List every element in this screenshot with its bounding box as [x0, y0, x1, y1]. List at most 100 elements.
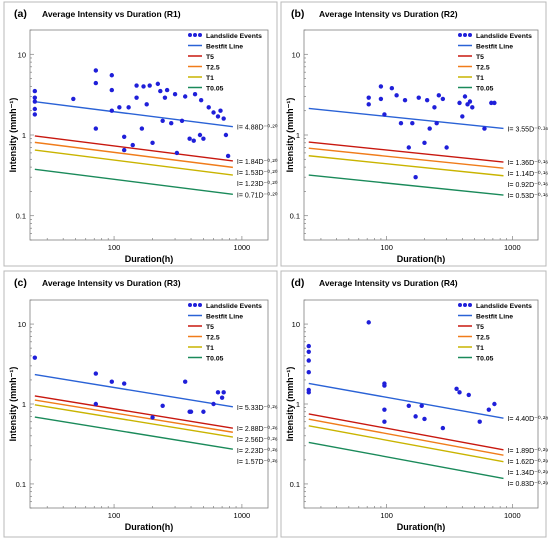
y-tick-label: 0.1 — [290, 480, 300, 489]
y-tick-label: 10 — [292, 50, 300, 59]
data-point — [416, 95, 421, 100]
series-line-T1 — [308, 425, 504, 463]
data-point — [382, 407, 387, 412]
equation-label: I= 2.88D⁻⁰·²⁶ — [237, 425, 278, 433]
legend: Landslide Events Bestfit Line T5 T2.5 T1 T0.0… — [458, 303, 532, 363]
data-point — [419, 403, 424, 408]
legend-marker — [188, 303, 192, 307]
data-point — [150, 415, 155, 420]
legend: Landslide Events Bestfit Line T5 T2.5 T1 T0.0… — [458, 33, 532, 93]
data-point — [422, 416, 427, 422]
data-point — [174, 150, 180, 156]
legend-label: Bestfit Line — [476, 314, 513, 321]
y-tick-label: 10 — [292, 320, 300, 329]
data-point — [477, 419, 482, 424]
equation-labels: I= 4.88D⁻⁰·²⁰ I= 1.84D⁻⁰·²⁰ I= 1.53D⁻⁰·²⁰ I… — [237, 124, 278, 200]
y-axis-label: Intensity (mmh⁻¹) — [285, 98, 295, 173]
chart-title: Average Intensity vs Duration (R2) — [319, 9, 458, 19]
panel-border — [280, 1, 547, 267]
data-point — [382, 112, 387, 117]
data-point — [32, 112, 38, 117]
data-point — [93, 126, 99, 131]
data-point — [223, 132, 229, 138]
legend-label: T5 — [476, 324, 484, 331]
series-line-T5 — [308, 141, 504, 163]
data-point — [436, 93, 442, 98]
series-line-T0-05 — [308, 174, 504, 196]
data-point — [201, 409, 206, 414]
data-point — [130, 142, 135, 148]
x-tick-label: 100 — [380, 511, 393, 520]
data-point — [398, 121, 404, 126]
legend-marker — [463, 303, 467, 307]
data-point — [182, 94, 188, 99]
x-axis-label: Duration(h) — [397, 254, 446, 264]
series-line-T2-5 — [34, 141, 233, 169]
data-point — [121, 147, 127, 153]
equation-labels: I= 3.55D⁻⁰·¹⁶ I= 1.36D⁻⁰·¹⁶ I= 1.14D⁻⁰·¹⁶ I… — [507, 125, 548, 200]
data-point — [366, 102, 371, 107]
equation-label: I= 0.92D⁻⁰·¹⁶ — [507, 181, 548, 189]
data-point — [109, 73, 114, 78]
data-point — [394, 93, 399, 98]
data-point — [187, 136, 192, 141]
legend-label: T5 — [476, 54, 484, 61]
data-point — [121, 134, 127, 139]
data-point — [413, 414, 418, 419]
data-point — [366, 95, 371, 100]
data-point — [378, 96, 384, 102]
landslide-points — [366, 84, 497, 180]
equation-label: I= 0.53D⁻⁰·¹⁶ — [507, 192, 548, 200]
data-point — [109, 108, 114, 113]
data-point — [139, 126, 145, 131]
data-point — [150, 140, 155, 146]
legend-label: T2.5 — [476, 335, 490, 342]
data-point — [467, 99, 473, 104]
legend-marker — [198, 33, 202, 37]
legend: Landslide Events Bestfit Line T5 T2.5 T1 T0.0… — [188, 303, 262, 363]
data-point — [427, 126, 432, 131]
series-line-T1 — [34, 149, 233, 176]
chart-panel-4: (d) Average Intensity vs Duration (R4) 0.1… — [280, 270, 548, 538]
data-point — [134, 95, 139, 100]
data-point — [32, 106, 38, 112]
data-point — [160, 403, 165, 408]
data-point — [32, 88, 38, 94]
data-point — [382, 383, 387, 388]
x-tick-label: 1000 — [504, 243, 521, 252]
series-lines — [34, 101, 233, 195]
data-point — [424, 97, 430, 103]
data-point — [406, 145, 411, 150]
data-point — [460, 114, 465, 119]
data-point — [93, 80, 99, 86]
data-point — [32, 99, 38, 104]
data-point — [382, 419, 387, 424]
data-point — [306, 358, 311, 363]
data-point — [489, 100, 494, 106]
data-point — [457, 390, 462, 395]
x-axis-label: Duration(h) — [125, 522, 174, 532]
legend-marker — [463, 33, 467, 37]
data-point — [211, 401, 216, 407]
y-axis-label: Intensity (mmh⁻¹) — [285, 367, 295, 442]
y-tick-label: 1 — [22, 131, 26, 140]
legend-marker — [193, 303, 197, 307]
data-point — [306, 390, 311, 395]
equation-labels: I= 4.40D⁻⁰·²⁸ I= 1.89D⁻⁰·²⁹ I= 1.62D⁻⁰·²⁹ I… — [507, 415, 548, 488]
legend-label: T1 — [206, 75, 214, 82]
data-point — [454, 386, 459, 391]
series-line-T5 — [34, 135, 233, 162]
series-line-T2-5 — [308, 147, 504, 169]
data-point — [457, 100, 462, 106]
legend-label: T5 — [206, 324, 214, 331]
landslide-points — [32, 68, 231, 159]
equation-label: I= 1.57D⁻⁰·²⁶ — [237, 458, 278, 466]
legend-marker — [468, 303, 472, 307]
data-point — [192, 92, 198, 97]
data-point — [179, 118, 185, 123]
data-point — [492, 401, 497, 407]
x-tick-label: 1000 — [504, 511, 521, 520]
data-point — [482, 126, 487, 131]
chart-panel-2: (b) Average Intensity vs Duration (R2) 0.1… — [280, 1, 548, 267]
